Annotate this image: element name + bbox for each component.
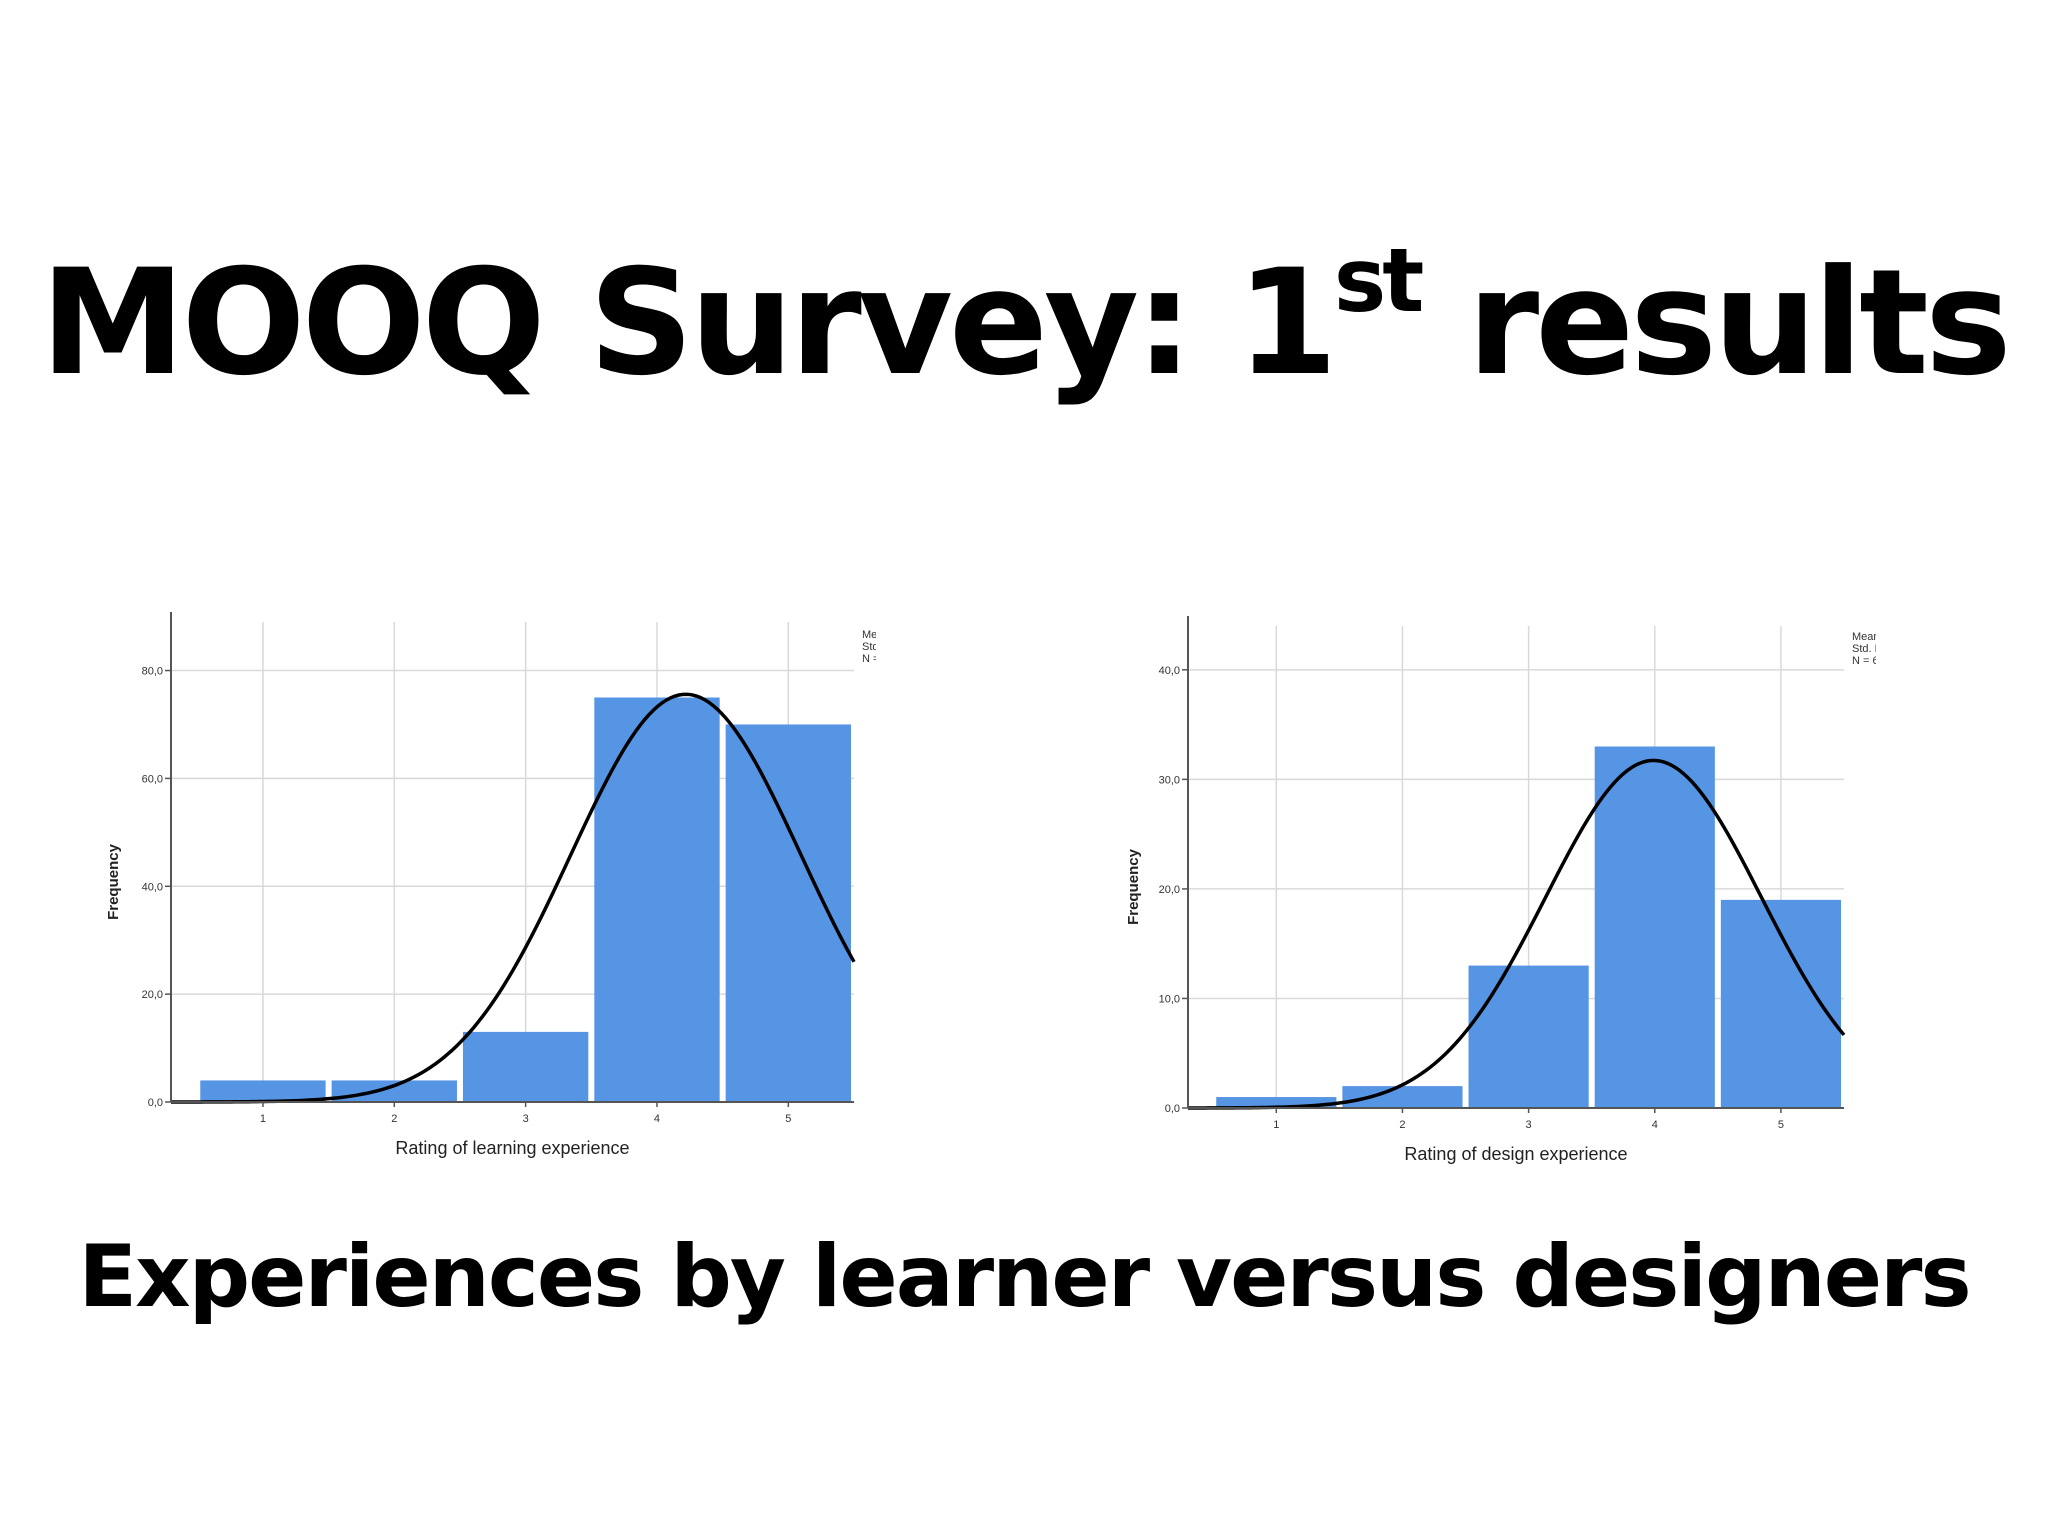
chart0-x-tick-label: 3: [523, 1113, 529, 1125]
chart1-y-tick-label: 40,0: [1159, 665, 1180, 677]
chart0-bar-4: [594, 697, 720, 1102]
chart1-y-tick-label: 20,0: [1159, 884, 1180, 896]
chart0-stats-line: Mean = 4,22: [862, 629, 876, 641]
chart0-x-tick-label: 4: [654, 1113, 660, 1125]
design-experience-histogram: 0,0 10,0 20,0 30,0 40,0 1 2 3 4 5 Rating of design…: [1116, 598, 1876, 1178]
chart0-bar-5: [725, 724, 851, 1102]
chart0-bar-1: [200, 1080, 326, 1102]
chart0-stats-line: Std. Dev. = ,876: [862, 641, 876, 653]
design-histogram-svg: 0,0 10,0 20,0 30,0 40,0 1 2 3 4 5 Rating of design…: [1125, 616, 1876, 1164]
chart1-y-axis-label: Frequency: [1125, 848, 1142, 925]
chart1-normal-curve: [1187, 758, 1846, 1110]
slide-title: MOOQ Survey: 1st results: [0, 237, 2048, 408]
chart1-x-tick-label: 3: [1526, 1119, 1532, 1131]
chart1-x-tick-label: 1: [1273, 1119, 1279, 1131]
chart0-bar-2: [331, 1080, 457, 1102]
learning-experience-histogram: 0,0 20,0 40,0 60,0 80,0 1 2 3 4 5 Rating of learni…: [96, 596, 876, 1176]
chart1-stats-line: Mean = 3,99: [1852, 631, 1876, 643]
chart1-x-tick-label: 4: [1652, 1119, 1658, 1131]
chart1-x-tick-label: 5: [1778, 1119, 1784, 1131]
chart1-y-tick-label: 10,0: [1159, 993, 1180, 1005]
title-end: results: [1420, 238, 2012, 408]
chart0-y-tick-label: 80,0: [142, 666, 163, 678]
chart0-y-tick-label: 0,0: [148, 1097, 163, 1109]
chart1-y-tick-label: 30,0: [1159, 774, 1180, 786]
slide-subtitle: Experiences by learner versus designers: [78, 1227, 1971, 1327]
chart1-bar-1: [1216, 1097, 1337, 1108]
chart0-x-axis-label: Rating of learning experience: [395, 1138, 629, 1158]
chart0-y-axis-label: Frequency: [105, 843, 122, 920]
learning-histogram-svg: 0,0 20,0 40,0 60,0 80,0 1 2 3 4 5 Rating of learni…: [105, 612, 876, 1158]
title-superscript: st: [1333, 229, 1424, 333]
chart0-stats-line: N = 166: [862, 653, 876, 665]
chart1-y-tick-label: 0,0: [1165, 1103, 1180, 1115]
chart1-x-tick-label: 2: [1399, 1119, 1405, 1131]
chart1-x-axis-label: Rating of design experience: [1404, 1144, 1627, 1164]
title-main: MOOQ Survey: 1: [40, 238, 1338, 408]
chart0-y-tick-label: 40,0: [142, 881, 163, 893]
chart0-bar-3: [462, 1031, 589, 1102]
chart0-x-tick-label: 2: [391, 1113, 397, 1125]
chart1-stats-line: Std. Dev. = ,855: [1852, 643, 1876, 655]
chart0-y-tick-label: 60,0: [142, 773, 163, 785]
chart0-y-tick-label: 20,0: [142, 989, 163, 1001]
chart0-x-tick-label: 5: [785, 1113, 791, 1125]
chart0-x-tick-label: 1: [260, 1113, 266, 1125]
chart1-bar-3: [1468, 965, 1589, 1108]
chart1-bar-2: [1342, 1086, 1463, 1108]
chart1-stats-line: N = 68: [1852, 655, 1876, 667]
chart1-bar-4: [1594, 746, 1715, 1108]
